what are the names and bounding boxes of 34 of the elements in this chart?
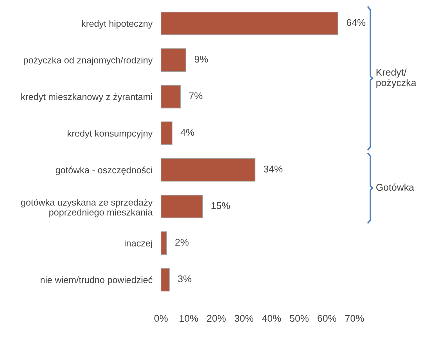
y-tick-label: inaczej: [124, 240, 152, 249]
x-tick-label: 60%: [318, 315, 336, 322]
y-tick-label: kredyt mieszkanowy z żyrantami: [22, 94, 152, 102]
data-label: 2%: [176, 239, 189, 246]
bar: [161, 195, 204, 218]
x-tick-label: 70%: [346, 315, 364, 322]
text: Gotówka: [376, 184, 414, 192]
bar: [161, 85, 181, 109]
data-label: 7%: [189, 92, 203, 100]
bar: [161, 12, 339, 36]
y-tick-label: kredyt hipoteczny: [82, 20, 153, 29]
x-tick-label: 0%: [154, 315, 168, 322]
bar: [161, 268, 170, 292]
y-tick-label: gotówka uzyskana ze sprzedaży poprzedniego mieszkania: [21, 199, 153, 218]
x-tick-label: 40%: [262, 315, 282, 322]
x-tick-label: 20%: [207, 315, 226, 322]
x-tick-label: 10%: [180, 315, 198, 322]
bar: [161, 48, 186, 72]
x-tick-label: 50%: [290, 315, 309, 322]
bar: [161, 232, 168, 256]
y-tick-label: nie wiem/trudno powiedzieć: [40, 276, 153, 286]
x-tick-label: 30%: [234, 315, 254, 322]
data-label: 64%: [346, 19, 366, 26]
y-tick-label: kredyt konsumpcyjny: [68, 130, 153, 139]
y-tick-label: gotówka - oszczędności: [56, 166, 152, 176]
data-label: 3%: [178, 276, 192, 283]
data-label: 15%: [212, 202, 230, 210]
data-label: 4%: [180, 129, 194, 136]
y-tick-label: pożyczka od znajomych/rodziny: [24, 56, 153, 66]
bar: [161, 158, 256, 182]
data-label: 34%: [264, 166, 283, 173]
data-label: 9%: [194, 56, 208, 63]
text: Kredyt/ pożyczka: [376, 68, 417, 88]
bar: [161, 122, 173, 146]
